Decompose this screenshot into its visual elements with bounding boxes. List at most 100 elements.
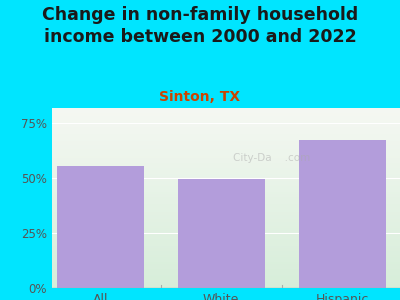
Bar — [52, 205, 400, 207]
Bar — [52, 252, 400, 254]
Bar — [52, 162, 400, 164]
Bar — [52, 239, 400, 241]
Bar — [52, 128, 400, 130]
Bar — [52, 153, 400, 155]
Bar — [52, 121, 400, 122]
Bar — [52, 115, 400, 117]
Bar — [52, 265, 400, 266]
Bar — [52, 286, 400, 288]
Bar — [52, 221, 400, 223]
Bar — [52, 284, 400, 286]
Bar — [52, 214, 400, 216]
Bar — [52, 196, 400, 198]
Bar — [52, 277, 400, 279]
Bar — [52, 180, 400, 182]
Bar — [52, 185, 400, 187]
Bar — [52, 232, 400, 234]
Bar — [52, 218, 400, 220]
Bar — [52, 223, 400, 225]
Bar — [52, 247, 400, 248]
Bar — [52, 149, 400, 151]
Bar — [52, 272, 400, 274]
Bar — [52, 130, 400, 131]
Bar — [52, 274, 400, 275]
Bar — [52, 211, 400, 212]
Bar — [52, 160, 400, 162]
Bar — [52, 148, 400, 149]
Bar — [52, 158, 400, 160]
Text: Change in non-family household
income between 2000 and 2022: Change in non-family household income be… — [42, 6, 358, 46]
Bar — [52, 191, 400, 193]
Bar — [52, 144, 400, 146]
Bar — [52, 176, 400, 178]
Bar — [52, 139, 400, 140]
Bar — [52, 202, 400, 203]
Bar — [52, 254, 400, 256]
Bar — [52, 117, 400, 119]
Bar — [52, 193, 400, 194]
Bar — [52, 268, 400, 270]
Bar — [52, 261, 400, 263]
Bar — [52, 248, 400, 250]
Bar — [52, 169, 400, 171]
Bar — [52, 178, 400, 180]
Bar — [52, 146, 400, 148]
Bar — [52, 108, 400, 110]
Bar — [52, 171, 400, 173]
Bar — [52, 220, 400, 221]
Bar — [52, 184, 400, 185]
Bar — [52, 283, 400, 284]
Text: Sinton, TX: Sinton, TX — [160, 90, 240, 104]
Bar — [52, 124, 400, 126]
Bar — [52, 187, 400, 189]
Bar — [52, 281, 400, 283]
Bar — [178, 179, 265, 288]
Bar — [52, 209, 400, 211]
Bar — [52, 157, 400, 158]
Bar — [52, 229, 400, 230]
Bar — [52, 110, 400, 112]
Bar — [52, 194, 400, 196]
Bar — [52, 166, 400, 167]
Bar — [52, 135, 400, 137]
Bar — [52, 216, 400, 218]
Bar — [52, 126, 400, 128]
Bar — [52, 279, 400, 281]
Bar — [52, 182, 400, 184]
Bar — [52, 167, 400, 169]
Bar — [52, 137, 400, 139]
Bar — [52, 245, 400, 247]
Text: City-Da    .com: City-Da .com — [233, 153, 310, 164]
Bar — [52, 113, 400, 115]
Bar — [52, 212, 400, 214]
Bar — [52, 140, 400, 142]
Bar — [52, 275, 400, 277]
Bar — [52, 225, 400, 227]
Bar — [52, 250, 400, 252]
Bar — [52, 241, 400, 243]
Bar — [52, 200, 400, 202]
Bar — [57, 166, 144, 288]
Bar — [52, 112, 400, 113]
Bar — [52, 243, 400, 245]
Bar — [52, 155, 400, 157]
Bar — [52, 256, 400, 257]
Bar — [52, 142, 400, 144]
Bar — [52, 133, 400, 135]
Bar — [52, 263, 400, 265]
Bar — [52, 257, 400, 259]
Bar — [52, 119, 400, 121]
Bar — [52, 238, 400, 239]
Bar — [52, 198, 400, 200]
Bar — [52, 164, 400, 166]
Bar — [52, 266, 400, 268]
Bar — [52, 122, 400, 124]
Bar — [52, 189, 400, 191]
Bar — [52, 131, 400, 133]
Bar — [52, 203, 400, 205]
Bar — [52, 227, 400, 229]
Bar — [52, 230, 400, 232]
Bar — [298, 140, 386, 288]
Bar — [52, 173, 400, 175]
Bar — [52, 259, 400, 261]
